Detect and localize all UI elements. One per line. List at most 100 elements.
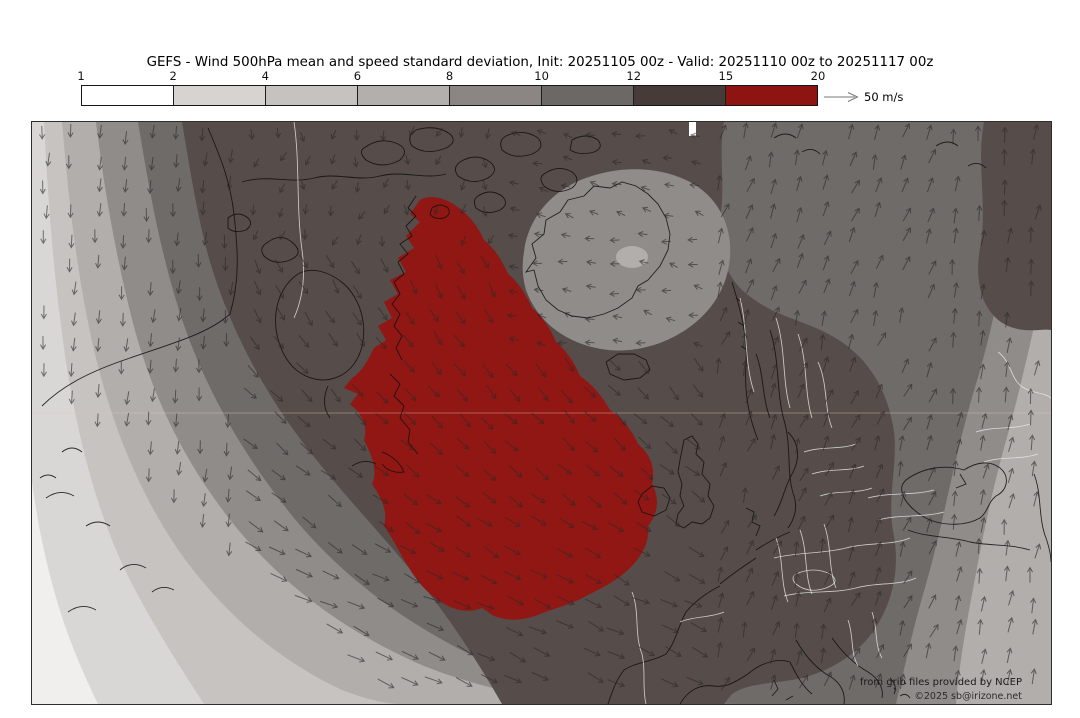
wind-barb xyxy=(850,389,859,404)
wind-barb xyxy=(955,595,962,611)
wind-barb xyxy=(746,539,754,555)
wind-barb xyxy=(825,461,835,476)
wind-barb xyxy=(328,332,338,347)
wind-barb xyxy=(634,490,650,501)
wind-barb xyxy=(851,179,860,194)
wind-barb xyxy=(45,152,52,167)
wind-barb xyxy=(659,464,675,475)
wind-barb xyxy=(353,129,360,141)
wind-barb xyxy=(897,460,904,477)
wind-barb xyxy=(685,676,704,686)
wind-barb xyxy=(925,642,932,659)
wind-barb xyxy=(823,597,832,613)
wind-barb xyxy=(903,416,912,431)
wind-barb xyxy=(903,570,913,584)
wind-barb xyxy=(253,280,262,296)
wind-barb xyxy=(901,358,910,374)
wind-barb xyxy=(247,364,259,378)
wind-barb xyxy=(505,363,518,377)
wind-barb xyxy=(122,131,129,146)
wind-barb xyxy=(875,541,883,557)
wind-barb xyxy=(635,521,652,532)
wind-barb xyxy=(481,179,488,191)
wind-barb xyxy=(508,264,519,271)
wind-barb xyxy=(798,337,808,352)
colorbar-segment-1 xyxy=(82,86,173,105)
wind-barb xyxy=(741,359,748,376)
wind-barb xyxy=(875,254,884,270)
wind-barb xyxy=(824,388,834,404)
wind-barb xyxy=(585,440,599,453)
wind-barb xyxy=(279,230,286,241)
wind-barb xyxy=(612,313,623,320)
wind-barb xyxy=(528,626,547,635)
wind-barb xyxy=(637,231,648,238)
wind-barb xyxy=(403,205,410,216)
wind-barb xyxy=(797,515,806,531)
wind-barb xyxy=(302,516,317,529)
wind-barb xyxy=(508,288,519,295)
wind-barb xyxy=(95,254,102,269)
wind-barb xyxy=(927,466,936,482)
wind-barb xyxy=(665,441,678,454)
wind-barb xyxy=(690,622,708,633)
colorbar-tick-12: 12 xyxy=(626,69,642,83)
wind-barb xyxy=(322,570,340,580)
wind-barb xyxy=(980,668,987,685)
wind-barb xyxy=(455,465,470,477)
wind-barb xyxy=(1006,668,1013,685)
wind-barb xyxy=(796,123,804,139)
wind-barb xyxy=(295,465,311,476)
wind-barb xyxy=(273,520,289,532)
wind-barb xyxy=(324,310,335,324)
colorbar-tick-4: 4 xyxy=(261,69,269,83)
wind-barb xyxy=(456,260,465,275)
wind-barb xyxy=(402,334,414,348)
wind-barb xyxy=(849,356,857,372)
forecast-map: from grib files provided by NCEP ©2025 s… xyxy=(31,121,1052,705)
wind-barb xyxy=(956,411,964,427)
wind-barb xyxy=(585,574,602,584)
wind-barb xyxy=(1033,490,1040,507)
wind-barb xyxy=(1007,616,1014,633)
wind-barb xyxy=(268,546,286,556)
wind-barb xyxy=(299,131,306,143)
wind-barb xyxy=(1001,148,1008,165)
wind-barb xyxy=(900,154,907,170)
wind-barb xyxy=(1004,256,1011,273)
wind-barb xyxy=(40,305,47,320)
wind-barb xyxy=(227,466,234,481)
wind-barb xyxy=(927,207,935,223)
wind-barb xyxy=(279,183,286,194)
wind-barb xyxy=(243,387,257,399)
wind-barb xyxy=(847,516,854,533)
wind-barb xyxy=(928,490,937,506)
wind-barb xyxy=(609,290,620,297)
wind-barb xyxy=(770,178,777,195)
wind-barb xyxy=(584,339,595,346)
wind-barb xyxy=(559,517,575,529)
wind-barb xyxy=(770,433,777,450)
wind-barb xyxy=(1001,199,1008,216)
wind-barb xyxy=(824,491,833,507)
wind-barb xyxy=(741,486,748,503)
wind-barb xyxy=(872,281,879,298)
wind-barb xyxy=(199,179,206,194)
wind-barb xyxy=(404,154,411,166)
wind-barb xyxy=(609,260,620,267)
wind-barb xyxy=(851,436,861,451)
wind-barb xyxy=(270,572,288,582)
wind-barb xyxy=(456,515,472,527)
colorbar-segment-2 xyxy=(173,86,265,105)
wind-barb xyxy=(147,333,154,348)
wind-barb xyxy=(65,155,72,170)
wind-barb xyxy=(585,547,602,559)
wind-barb xyxy=(716,281,723,298)
wind-barb xyxy=(876,643,885,659)
wind-barb xyxy=(486,385,497,400)
wind-barb xyxy=(819,333,826,350)
wind-barb xyxy=(202,152,209,167)
wind-barb xyxy=(507,232,518,239)
wind-barb xyxy=(956,566,963,582)
wind-barb xyxy=(298,281,309,295)
